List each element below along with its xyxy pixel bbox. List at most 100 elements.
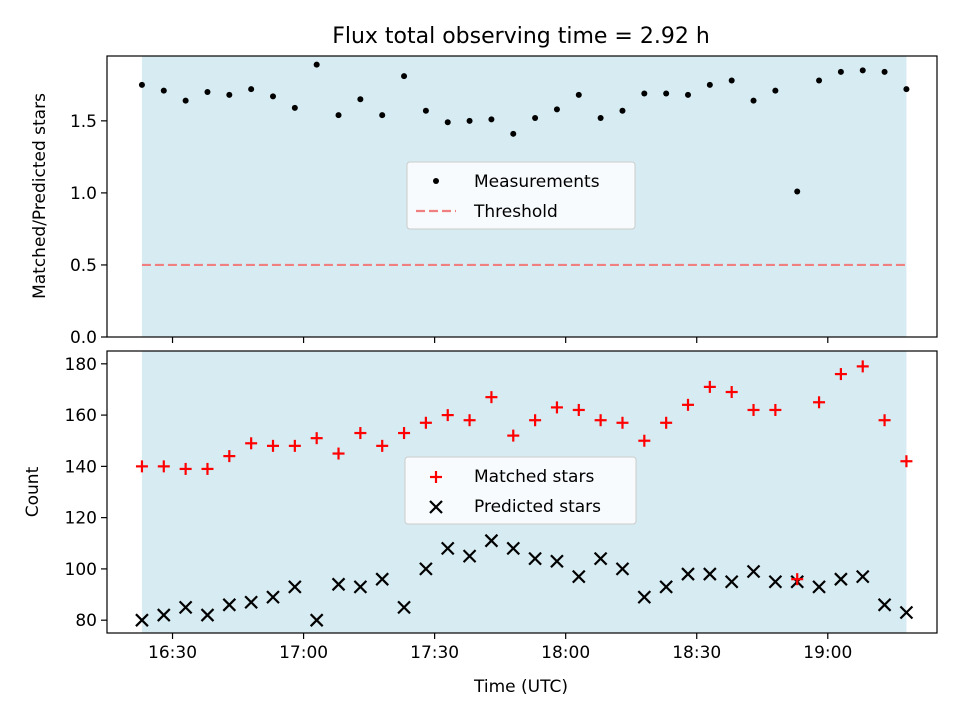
top-y-tick-label: 0.5: [70, 256, 97, 276]
predicted-star-point: [703, 567, 717, 581]
predicted-star-point: [528, 551, 542, 566]
measurement-point: [685, 91, 691, 98]
measurement-point: [772, 87, 779, 94]
measurement-point: [248, 86, 255, 93]
predicted-star-point: [659, 580, 673, 594]
top-y-tick-label: 0.0: [70, 328, 97, 348]
matched-star-point: [179, 462, 192, 475]
predicted-star-point: [331, 577, 346, 592]
bottom-y-tick-label: 120: [65, 509, 97, 529]
matched-star-point: [616, 416, 629, 429]
matched-star-point: [507, 429, 520, 442]
measurement-point: [663, 90, 670, 97]
matched-star-point: [813, 396, 826, 409]
matched-star-point: [354, 427, 367, 440]
matched-star-point: [703, 380, 716, 393]
matched-star-point: [441, 409, 454, 422]
matched-star-point: [878, 414, 891, 427]
predicted-star-point: [593, 551, 608, 566]
matched-star-point: [529, 414, 542, 427]
bottom-legend: Matched stars Predicted stars: [404, 456, 637, 525]
matched-star-point: [834, 368, 847, 381]
measurement-point: [903, 86, 910, 93]
measurement-point: [641, 90, 648, 97]
bottom-y-tick-label: 180: [65, 355, 97, 375]
predicted-star-point: [178, 600, 193, 615]
measurement-point: [160, 87, 167, 94]
legend-measurements-marker: [433, 178, 439, 184]
predicted-star-point: [724, 574, 739, 589]
bottom-legend-box: [404, 456, 637, 525]
predicted-star-point: [768, 574, 783, 589]
predicted-star-point: [615, 562, 630, 576]
measurement-point: [837, 68, 844, 75]
predicted-star-point: [266, 590, 280, 604]
matched-star-point: [856, 360, 869, 373]
bottom-y-tick-label: 80: [75, 611, 97, 631]
measurement-point: [750, 97, 757, 104]
bottom-y-tick-label: 140: [65, 457, 97, 477]
predicted-star-point: [834, 572, 848, 586]
measurement-point: [510, 130, 517, 137]
bottom-x-tick-label: 18:00: [541, 643, 590, 663]
measurement-point: [488, 116, 495, 123]
predicted-star-point: [637, 590, 652, 604]
predicted-star-point: [200, 608, 215, 622]
legend-predicted-label: Predicted stars: [474, 497, 601, 517]
matched-star-point: [725, 386, 738, 399]
chart-title: Flux total observing time = 2.92 h: [332, 24, 710, 49]
legend-threshold-label: Threshold: [473, 202, 558, 222]
matched-star-point: [201, 462, 214, 475]
measurement-point: [422, 107, 429, 114]
measurement-point: [291, 104, 298, 111]
matched-star-point: [376, 439, 389, 452]
bottom-y-tick-label: 100: [65, 560, 97, 580]
matched-star-point: [157, 460, 170, 473]
matched-star-point: [223, 450, 236, 463]
measurement-point: [597, 114, 604, 121]
measurement-point: [204, 89, 211, 96]
predicted-star-point: [550, 554, 564, 568]
predicted-star-point: [440, 541, 455, 556]
bottom-x-tick-label: 18:30: [672, 643, 721, 663]
matched-star-point: [135, 460, 148, 473]
predicted-star-point: [419, 562, 433, 576]
measurement-point: [138, 81, 145, 88]
matched-star-point: [288, 439, 301, 452]
measurement-point: [706, 81, 713, 88]
predicted-star-point: [877, 598, 892, 612]
matched-star-point: [747, 403, 760, 416]
bottom-axes-frame: [106, 350, 938, 634]
top-legend: Measurements Threshold: [406, 161, 636, 230]
matched-star-point: [682, 398, 694, 411]
legend-predicted-marker: [429, 500, 443, 514]
predicted-star-point: [309, 613, 324, 627]
matched-star-point: [310, 432, 323, 445]
bottom-x-tick-label: 16:30: [148, 643, 197, 663]
matched-star-point: [398, 427, 411, 440]
predicted-star-point: [157, 608, 171, 622]
matched-star-point: [245, 437, 258, 450]
bottom-x-tick-label: 19:00: [803, 643, 852, 663]
top-axes-frame: [106, 55, 938, 338]
predicted-star-point: [244, 595, 258, 610]
measurement-point: [859, 67, 866, 74]
measurement-point: [532, 114, 539, 121]
matched-star-point: [332, 447, 345, 460]
matched-star-point: [791, 573, 804, 586]
matched-star-point: [638, 434, 651, 447]
measurement-point: [401, 73, 408, 80]
predicted-star-point: [288, 580, 302, 594]
predicted-star-point: [746, 564, 761, 579]
matched-star-point: [550, 401, 563, 414]
predicted-star-point: [375, 572, 389, 586]
predicted-star-point: [681, 567, 695, 581]
matched-star-point: [463, 414, 476, 427]
measurement-point: [794, 188, 801, 195]
matched-star-point: [660, 416, 673, 429]
top-y-tick-label: 1.0: [70, 184, 97, 204]
measurement-point: [619, 107, 626, 114]
bottom-x-tick-label: 17:00: [279, 643, 328, 663]
matched-star-point: [419, 416, 432, 429]
bottom-y-axis-label: Count: [23, 466, 43, 517]
